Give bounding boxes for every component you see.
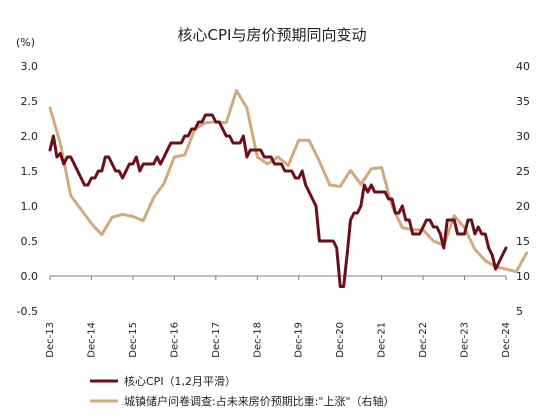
left-y-tick-5: 2.0 xyxy=(21,130,39,143)
x-tick-label-2: Dec-15 xyxy=(128,322,139,358)
x-tick-label-10: Dec-23 xyxy=(460,322,471,358)
chart-title: 核心CPI与房价预期同向变动 xyxy=(178,26,367,44)
x-tick-label-0: Dec-13 xyxy=(45,322,56,358)
legend-label-1: 城镇储户问卷调查:占未来房价预期比重:"上涨"（右轴） xyxy=(124,394,395,408)
x-tick-label-6: Dec-19 xyxy=(294,322,305,358)
x-tick-label-11: Dec-24 xyxy=(501,322,512,358)
right-y-tick-7: 40 xyxy=(516,60,530,73)
legend-label-0: 核心CPI（1,2月平滑） xyxy=(124,374,236,388)
left-y-tick-7: 3.0 xyxy=(21,60,39,73)
right-y-tick-0: 5 xyxy=(516,305,523,318)
x-tick-label-8: Dec-21 xyxy=(377,322,388,358)
legend: 核心CPI（1,2月平滑） 城镇储户问卷调查:占未来房价预期比重:"上涨"（右轴） xyxy=(90,374,395,408)
x-tick-label-4: Dec-17 xyxy=(211,322,222,358)
right-y-tick-3: 20 xyxy=(516,200,530,213)
series-line-0 xyxy=(48,113,508,288)
left-y-tick-0: -0.5 xyxy=(17,305,38,318)
x-tick-label-1: Dec-14 xyxy=(86,322,97,358)
series-line-1 xyxy=(48,89,529,274)
right-y-tick-2: 15 xyxy=(516,235,530,248)
x-tick-label-9: Dec-22 xyxy=(418,322,429,358)
left-y-tick-1: 0.0 xyxy=(21,270,39,283)
right-y-tick-1: 10 xyxy=(516,270,530,283)
left-y-tick-4: 1.5 xyxy=(21,165,39,178)
left-axis-unit: (%) xyxy=(16,36,35,49)
left-y-tick-6: 2.5 xyxy=(21,95,39,108)
axes-layer: -0.5 0.0 0.5 1.0 1.5 2.0 2.5 3.0 5 10 15 20 25 30 35 40… xyxy=(17,60,530,358)
x-tick-label-7: Dec-20 xyxy=(335,322,346,358)
x-tick-label-3: Dec-16 xyxy=(169,322,180,358)
right-y-tick-4: 25 xyxy=(516,165,530,178)
x-tick-label-5: Dec-18 xyxy=(252,322,263,358)
right-y-tick-5: 30 xyxy=(516,130,530,143)
left-y-tick-2: 0.5 xyxy=(21,235,39,248)
right-y-tick-6: 35 xyxy=(516,95,530,108)
left-y-tick-3: 1.0 xyxy=(21,200,39,213)
series-layer xyxy=(48,89,529,288)
